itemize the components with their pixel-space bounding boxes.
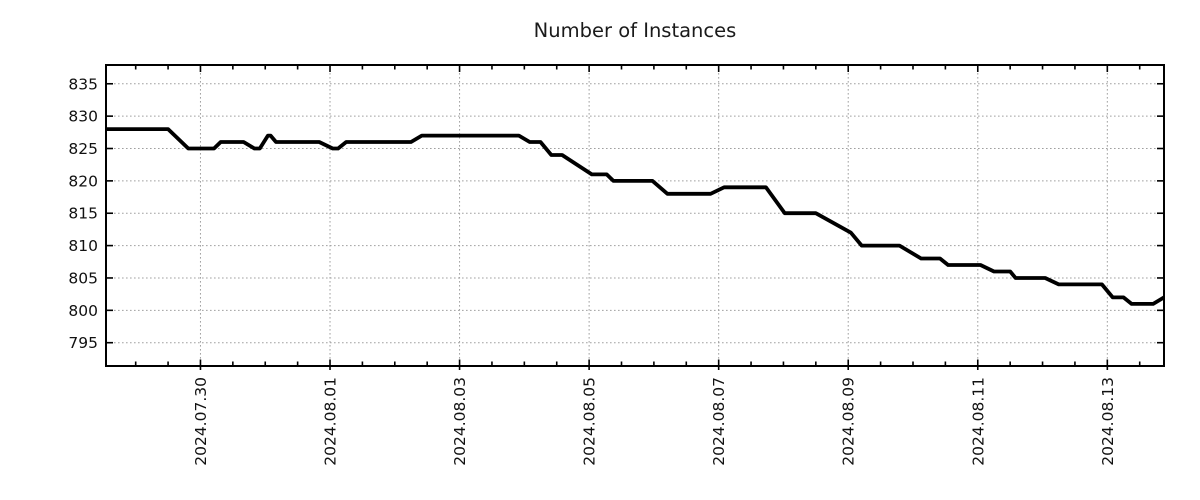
x-tick-label: 2024.08.01	[322, 377, 340, 466]
x-tick-label: 2024.08.03	[451, 377, 469, 466]
y-tick-label: 825	[68, 140, 98, 158]
y-tick-label: 810	[68, 237, 98, 255]
series-line-instances	[106, 127, 1165, 306]
y-tick-label: 800	[68, 302, 98, 320]
y-tick-label: 820	[68, 172, 98, 190]
chart-title: Number of Instances	[534, 19, 737, 42]
y-tick-label: 835	[68, 75, 98, 93]
y-tick-label: 830	[68, 108, 98, 126]
x-tick-label: 2024.07.30	[192, 377, 210, 466]
plot-border	[105, 64, 1165, 367]
y-tick-label: 795	[68, 334, 98, 352]
y-tick-label: 815	[68, 205, 98, 223]
y-tick-label: 805	[68, 269, 98, 287]
chart-layers: 2024.07.30 2024.08.01 2024.08.03 2024.08.05…	[68, 64, 1165, 466]
x-tick-label: 2024.08.11	[969, 377, 987, 466]
x-tick-label: 2024.08.05	[581, 377, 599, 466]
x-tick-label: 2024.08.13	[1099, 377, 1117, 466]
x-tick-label: 2024.08.07	[710, 377, 728, 466]
x-tick-label: 2024.08.09	[840, 377, 858, 466]
